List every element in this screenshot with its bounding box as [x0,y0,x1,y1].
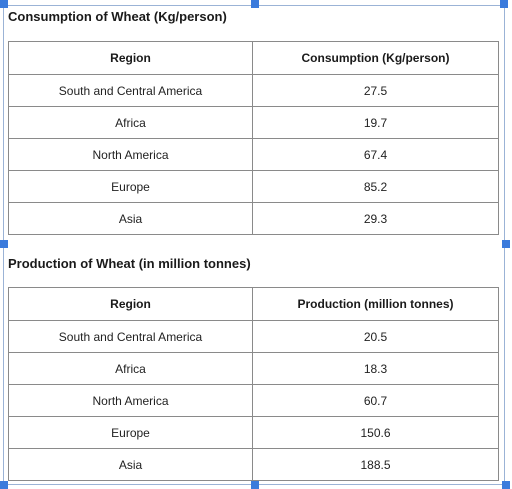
production-table: Region Production (million tonnes) South… [8,287,499,481]
table-row: Africa 19.7 [8,106,499,139]
value-cell: 29.3 [252,202,499,235]
table-row: Africa 18.3 [8,352,499,385]
column-header-production: Production (million tonnes) [252,287,499,321]
resize-handle-bottom-right[interactable] [502,481,510,489]
consumption-table: Region Consumption (Kg/person) South and… [8,41,499,235]
value-cell: 27.5 [252,74,499,107]
region-cell: South and Central America [8,74,253,107]
region-cell: Europe [8,170,253,203]
table-row: South and Central America 27.5 [8,74,499,107]
consumption-heading: Consumption of Wheat (Kg/person) [8,9,227,24]
resize-handle-mid-right[interactable] [502,240,510,248]
table-row: South and Central America 20.5 [8,320,499,353]
table-header-row: Region Consumption (Kg/person) [8,41,499,75]
region-cell: Africa [8,352,253,385]
region-cell: Europe [8,416,253,449]
value-cell: 19.7 [252,106,499,139]
table-row: North America 60.7 [8,384,499,417]
value-cell: 67.4 [252,138,499,171]
value-cell: 18.3 [252,352,499,385]
resize-handle-bottom-left[interactable] [0,481,8,489]
region-cell: Asia [8,448,253,481]
table-header-row: Region Production (million tonnes) [8,287,499,321]
production-heading: Production of Wheat (in million tonnes) [8,256,251,271]
resize-handle-top-right[interactable] [251,0,259,8]
value-cell: 188.5 [252,448,499,481]
region-cell: North America [8,384,253,417]
resize-handle-top-left[interactable] [0,0,8,8]
column-header-region: Region [8,41,253,75]
resize-handle-top-right-corner[interactable] [500,0,508,8]
region-cell: Africa [8,106,253,139]
value-cell: 150.6 [252,416,499,449]
region-cell: South and Central America [8,320,253,353]
table-row: Asia 188.5 [8,448,499,481]
table-row: Europe 85.2 [8,170,499,203]
table-row: Asia 29.3 [8,202,499,235]
column-header-consumption: Consumption (Kg/person) [252,41,499,75]
resize-handle-mid-left[interactable] [0,240,8,248]
table-row: Europe 150.6 [8,416,499,449]
value-cell: 60.7 [252,384,499,417]
table-row: North America 67.4 [8,138,499,171]
column-header-region: Region [8,287,253,321]
value-cell: 85.2 [252,170,499,203]
value-cell: 20.5 [252,320,499,353]
region-cell: Asia [8,202,253,235]
resize-handle-bottom-mid[interactable] [251,481,259,489]
region-cell: North America [8,138,253,171]
